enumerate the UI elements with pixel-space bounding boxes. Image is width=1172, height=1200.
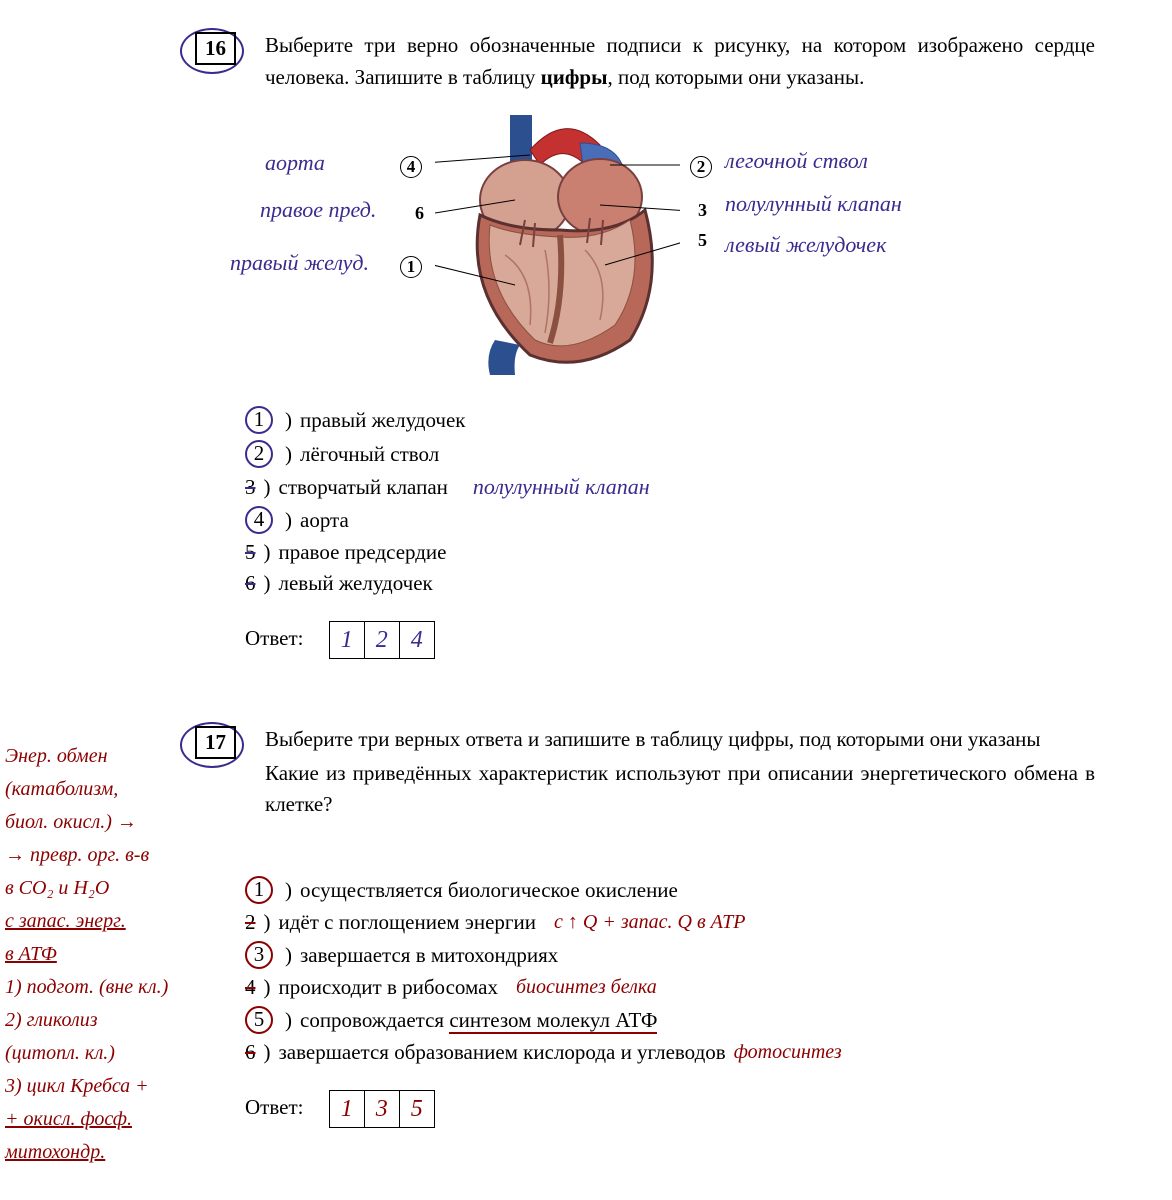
opt-num: 4	[245, 975, 256, 1000]
q16-opt2: 2) лёгочный ствол	[245, 440, 945, 468]
diag-num-6: 6	[415, 203, 424, 224]
opt-num: 2	[245, 440, 273, 468]
diag-hand-klapan: полулунный клапан	[725, 191, 1005, 217]
diag-num-5: 5	[698, 230, 707, 251]
diag-num-3: 3	[698, 200, 707, 221]
diag-num-1: 1	[400, 256, 422, 278]
opt-num: 5	[245, 1006, 273, 1034]
heart-svg	[435, 115, 680, 375]
heart-diagram: аорта 4 правое пред. 6 правый желуд. 1	[390, 130, 890, 400]
opt-num: 1	[245, 876, 273, 904]
diag-hand-leg: легочной ствол	[725, 148, 975, 174]
diag-hand-levzhel: левый желудочек	[725, 232, 1005, 258]
diag-num-4: 4	[400, 156, 422, 178]
q17-options: 1) осуществляется биологическое окислени…	[245, 870, 1115, 1128]
q17-answer-table: 1 3 5	[329, 1090, 435, 1128]
opt-num: 6	[245, 1040, 256, 1065]
diag-hand-pred: правое пред.	[260, 197, 376, 223]
diag-hand-aorta: аорта	[265, 150, 325, 176]
q16-opt3: 3) створчатый клапан полулунный клапан	[245, 474, 945, 500]
opt-num: 4	[245, 506, 273, 534]
opt-num: 3	[245, 941, 273, 969]
q17-answer-row: Ответ: 1 3 5	[245, 1090, 1115, 1128]
q16-opt4: 4) аорта	[245, 506, 945, 534]
opt-num: 3	[245, 475, 256, 500]
q16-answer-row: Ответ: 1 2 4	[245, 621, 945, 659]
q17-opt1: 1) осуществляется биологическое окислени…	[245, 876, 1115, 904]
q16-opt1: 1) правый желудочек	[245, 406, 945, 434]
diag-num-2: 2	[690, 156, 712, 178]
question-number-16: 16	[195, 32, 236, 65]
q17-opt2: 2) идёт с поглощением энергии с ↑ Q + за…	[245, 910, 1115, 935]
opt-num: 6	[245, 571, 256, 596]
opt-num: 2	[245, 910, 256, 935]
q16-answer-table: 1 2 4	[329, 621, 435, 659]
q17-prompt: Выберите три верных ответа и запишите в …	[265, 724, 1095, 821]
q16-options: 1) правый желудочек 2) лёгочный ствол 3)…	[245, 400, 945, 659]
q16-opt6: 6) левый желудочек	[245, 571, 945, 596]
opt-num: 5	[245, 540, 256, 565]
diag-hand-zhelud: правый желуд.	[230, 250, 369, 276]
q17-opt6: 6) завершается образованием кислорода и …	[245, 1040, 1115, 1065]
q17-side-notes: Энер. обмен (катаболизм, биол. окисл.) →…	[5, 740, 205, 1169]
opt-num: 1	[245, 406, 273, 434]
q16-prompt: Выберите три верно обозначенные подписи …	[265, 30, 1095, 93]
q17-opt5: 5) сопровождается синтезом молекул АТФ	[245, 1006, 1115, 1034]
q16-opt5: 5) правое предсердие	[245, 540, 945, 565]
q17-opt4: 4) происходит в рибосомах биосинтез белк…	[245, 975, 1115, 1000]
q17-opt3: 3) завершается в митохондриях	[245, 941, 1115, 969]
